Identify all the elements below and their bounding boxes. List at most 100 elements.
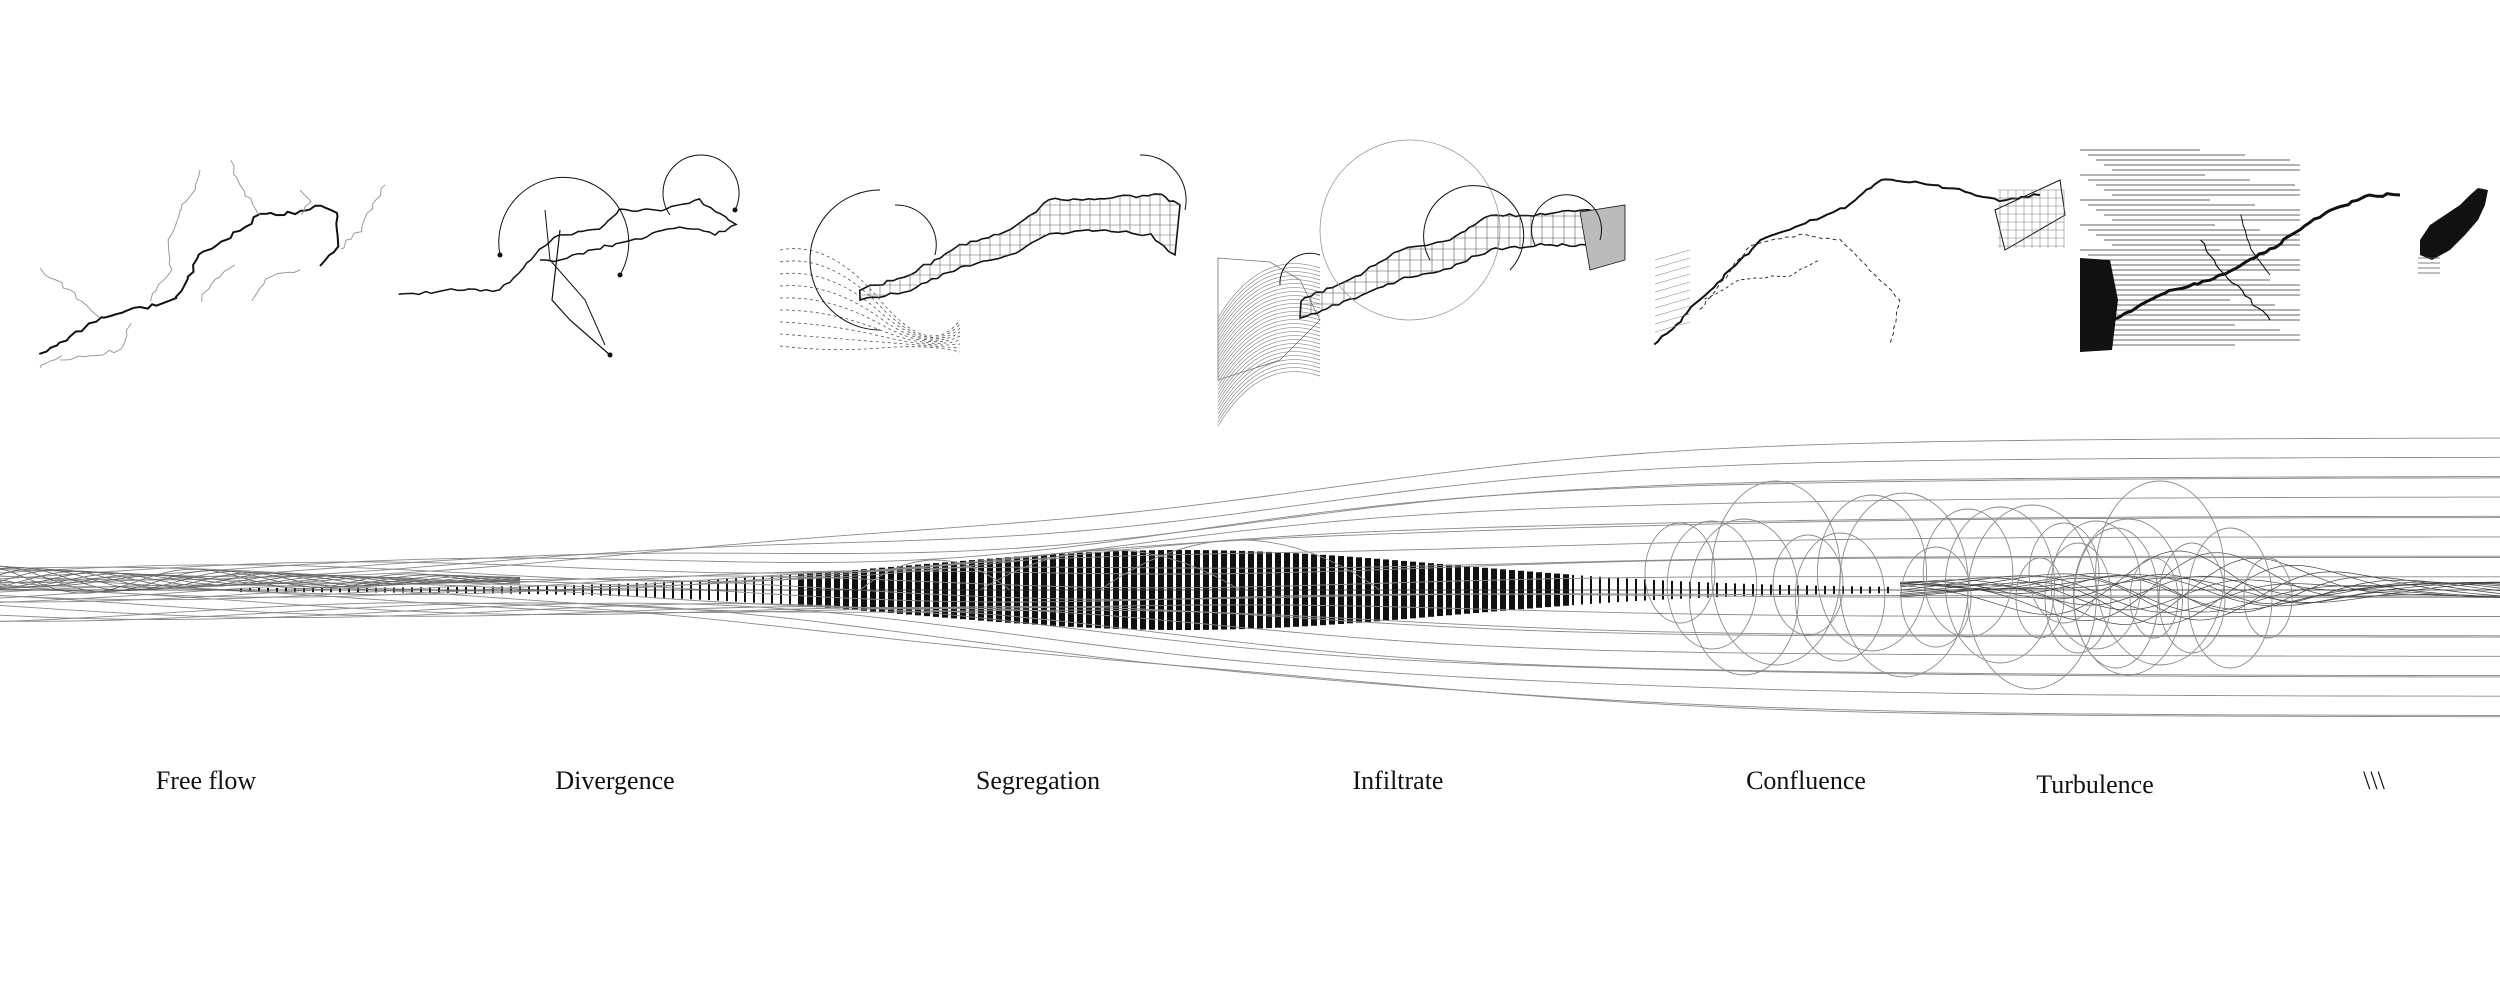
- flow-line: [0, 568, 521, 590]
- flow-arc: [894, 204, 937, 256]
- flow-loop: [2073, 527, 2159, 669]
- node-dot: [732, 207, 738, 213]
- flow-arc: [1423, 185, 1525, 271]
- flow-circle: [1319, 139, 1501, 321]
- hatch-line: [1217, 291, 1321, 347]
- flow-line: [0, 568, 521, 594]
- hatch-line: [1217, 351, 1321, 407]
- flow-loop: [1666, 520, 1758, 650]
- dashed-flow: [779, 345, 961, 353]
- flow-loop: [2187, 527, 2273, 669]
- node-dot: [607, 352, 613, 358]
- river-outline: [858, 193, 1181, 302]
- stage-label-turbulence: Turbulence: [2036, 770, 2154, 799]
- map-segregation: [779, 154, 1187, 353]
- hatch-line: [1654, 289, 1691, 301]
- flow-line: [0, 555, 2500, 596]
- tributary: [341, 184, 386, 250]
- hatch-line: [1217, 363, 1321, 419]
- flow-line: [0, 603, 2500, 678]
- tributary: [180, 169, 201, 212]
- turbulence-loops: [859, 480, 2293, 690]
- flow-line: [1899, 550, 2500, 616]
- flow-loop: [1794, 532, 1886, 662]
- flow-line: [0, 584, 2500, 637]
- hatch-line: [1217, 299, 1321, 355]
- main-river: [38, 204, 340, 355]
- hatch-line: [1654, 257, 1691, 269]
- hatch-line: [1217, 335, 1321, 391]
- tributary: [150, 209, 181, 302]
- flow-loop: [2158, 542, 2226, 654]
- stage-label-confluence: Confluence: [1746, 766, 1866, 795]
- flow-loop: [1944, 506, 2056, 664]
- dashed-branch: [1704, 259, 1821, 300]
- flow-arc: [662, 154, 740, 216]
- hatch-line: [1217, 307, 1321, 363]
- flow-line: [0, 570, 520, 588]
- river-outline: [398, 198, 738, 296]
- flow-line: [0, 456, 2500, 581]
- flow-line: [0, 588, 2500, 657]
- solid-mass: [2080, 258, 2118, 352]
- flow-line: [1899, 571, 2500, 621]
- flow-loop: [1711, 480, 1841, 666]
- flow-line: [0, 437, 2500, 578]
- flow-line: [1899, 552, 2500, 621]
- flow-loop: [2015, 557, 2065, 639]
- flow-loop: [2243, 557, 2293, 639]
- map-turbulence: [2080, 149, 2401, 352]
- flow-line: [1899, 577, 2500, 611]
- hatch-line: [1217, 323, 1321, 379]
- flow-loop: [1922, 508, 2014, 638]
- flow-line: [0, 575, 2500, 601]
- hatch-line: [1654, 313, 1691, 325]
- stage-label-infiltrate: Infiltrate: [1352, 766, 1444, 795]
- flow-arc: [979, 549, 1241, 591]
- hatch-line: [1654, 273, 1691, 285]
- hatch-line: [1217, 339, 1321, 395]
- flow-line: [0, 557, 2500, 598]
- flow-line: [0, 602, 2500, 718]
- hatch-line: [1217, 263, 1321, 319]
- divergent-branch: [551, 229, 611, 356]
- hatch-line: [1654, 265, 1691, 277]
- flow-arc: [1531, 194, 1603, 246]
- shaded-patch: [1579, 204, 1626, 271]
- flow-loop: [1644, 522, 1716, 624]
- flow-loop: [2050, 520, 2142, 650]
- dashed-flow: [779, 333, 961, 349]
- hatch-line: [1217, 279, 1321, 335]
- flow-loop: [1967, 504, 2097, 690]
- flow-line: [0, 572, 521, 589]
- hatch-line: [1217, 327, 1321, 383]
- flow-loop: [2095, 480, 2225, 666]
- flow-line: [0, 602, 2500, 697]
- hatch-line: [1654, 281, 1691, 293]
- river-outline: [1299, 208, 1622, 320]
- tributary: [201, 264, 236, 302]
- dashed-flow: [779, 272, 961, 340]
- divergent-branch: [544, 209, 606, 346]
- stage-label-end: \\\: [2363, 766, 2385, 795]
- dashed-branch: [1699, 233, 1901, 346]
- stage-label-divergence: Divergence: [555, 766, 675, 795]
- tributary: [39, 354, 63, 369]
- solid-fragment: [2420, 188, 2488, 260]
- flow-line: [0, 515, 2500, 582]
- flow-line: [0, 602, 2500, 716]
- flow-lines: [0, 437, 2500, 718]
- hatch-line: [1654, 297, 1691, 309]
- flow-arc: [1139, 154, 1187, 211]
- tributary: [2200, 239, 2271, 321]
- flow-line: [0, 517, 2500, 587]
- flow-diagram: [0, 437, 2500, 718]
- tributary: [299, 189, 312, 215]
- main-river: [2084, 192, 2401, 342]
- main-river: [1653, 178, 2041, 346]
- dashed-flow: [779, 297, 961, 343]
- flow-loop: [1688, 518, 1800, 676]
- hatch-line: [1217, 303, 1321, 359]
- hatch-line: [1217, 311, 1321, 367]
- flow-line: [1899, 557, 2500, 625]
